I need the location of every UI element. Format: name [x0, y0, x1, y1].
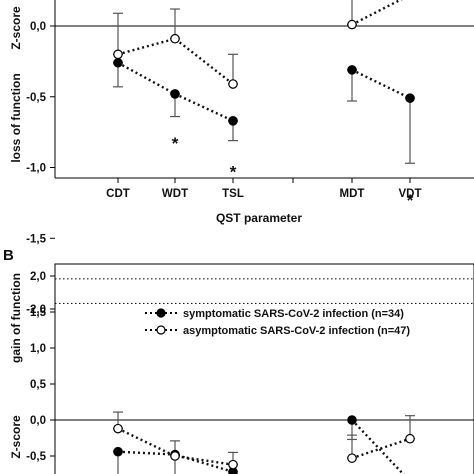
panel-a-series-lines [117, 0, 411, 122]
panel-b-ylabel-top: gain of function [9, 273, 23, 363]
symptomatic-point [170, 89, 180, 99]
symptomatic-point [113, 446, 123, 457]
significance-asterisk: * [407, 191, 414, 210]
panel-b-legend: symptomatic SARS-CoV-2 infection (n=34) … [145, 308, 410, 337]
panel-a-ylabel-bottom: loss of function [9, 73, 23, 162]
panel-b-points [113, 415, 415, 474]
x-tick-label: WDT [162, 188, 188, 200]
y-tick-label: -0,5 [26, 451, 46, 463]
symptomatic-series-line [117, 61, 234, 122]
panel-a-error-bars [113, 0, 415, 164]
asymptomatic-point [405, 433, 415, 444]
x-tick-label: VDT [399, 188, 422, 200]
panel-a-annotations: * * * [172, 134, 414, 210]
panel-b-letter: B [3, 247, 14, 264]
panel-a-ylabel-top: Z-score [9, 6, 23, 50]
panel-b-reference-lines [55, 278, 474, 421]
significance-asterisk: * [230, 163, 237, 182]
asymptomatic-point [347, 19, 357, 30]
asymptomatic-point [113, 423, 123, 434]
panel-b-y-ticks: 2,0 1,5 1,0 0,5 0,0 -0,5 [26, 271, 55, 463]
panel-a-points [113, 19, 415, 126]
symptomatic-point [347, 65, 357, 75]
x-tick-label: TSL [222, 188, 244, 200]
panel-b-plot-frame [54, 263, 474, 474]
y-tick-label: 0,5 [30, 379, 47, 391]
asymptomatic-series-line [351, 0, 403, 26]
panel-a: 0,0 -0,5 -1,0 -1,5 -2,0 CDT WDT TSL MDT VDT * ** … [9, 0, 474, 316]
asymptomatic-series-line [351, 437, 411, 460]
asymptomatic-point [347, 453, 357, 463]
y-tick-label: -1,5 [26, 233, 46, 245]
legend-asymptomatic-label: asymptomatic SARS-CoV-2 infection (n=47) [183, 325, 410, 337]
y-tick-label: 2,0 [30, 271, 46, 283]
symptomatic-point [113, 57, 123, 68]
x-tick-label: CDT [106, 188, 130, 200]
symptomatic-series-line [351, 419, 405, 474]
symptomatic-point [405, 93, 415, 103]
panel-a-xlabel: QST parameter [216, 211, 302, 225]
asymptomatic-point [228, 459, 238, 470]
y-tick-label: 1,0 [30, 343, 46, 355]
panel-b-series-lines [117, 419, 411, 474]
legend-symptomatic-marker [156, 308, 166, 318]
panel-a-x-ticks: CDT WDT TSL MDT VDT [106, 178, 422, 200]
legend-asymptomatic-marker [156, 325, 166, 335]
y-tick-label: 0,0 [30, 21, 46, 33]
panel-b: B 2,0 1,5 1,0 0,5 0,0 -0,5 gain of function Z… [3, 247, 474, 474]
y-tick-label: -0,5 [26, 92, 46, 104]
asymptomatic-series-line [117, 37, 234, 85]
symptomatic-point [347, 415, 357, 425]
panel-b-ylabel-bottom: Z-score [9, 415, 23, 459]
x-tick-label: MDT [340, 188, 365, 200]
asymptomatic-point [170, 33, 180, 44]
asymptomatic-point [228, 79, 238, 89]
panel-a-reference-lines [55, 25, 474, 304]
legend-symptomatic-label: symptomatic SARS-CoV-2 infection (n=34) [183, 308, 404, 320]
asymptomatic-point [170, 451, 180, 461]
y-tick-label: -2,0 [26, 304, 46, 316]
panel-b-error-bars [113, 411, 415, 474]
panel-a-y-ticks: 0,0 -0,5 -1,0 -1,5 -2,0 [26, 21, 55, 316]
y-tick-label: 1,5 [30, 307, 47, 319]
asymptomatic-point [113, 49, 123, 60]
y-tick-label: -1,0 [26, 163, 46, 175]
significance-asterisk: * [172, 134, 179, 153]
symptomatic-series-line [351, 68, 411, 100]
y-tick-label: 0,0 [30, 415, 46, 427]
asymptomatic-series-line [117, 427, 234, 466]
symptomatic-point [228, 116, 238, 126]
